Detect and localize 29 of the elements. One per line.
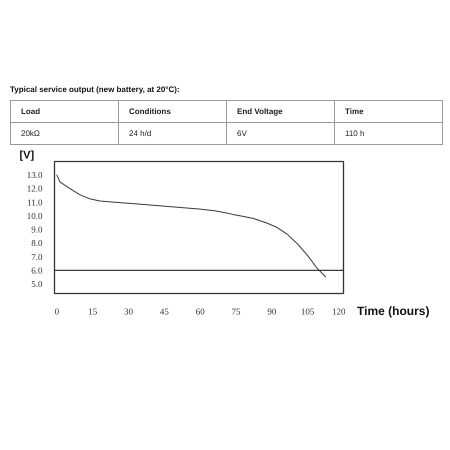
text: 20kΩ (10, 122, 118, 144)
x-tick-label: 15 (88, 306, 98, 316)
y-tick-label: 10.0 (26, 210, 43, 221)
text: Load (10, 100, 118, 122)
y-tick-label: 6.0 (31, 265, 43, 276)
text: Time (334, 100, 442, 122)
y-tick-label: 13.0 (26, 170, 43, 180)
text: End Voltage (226, 100, 334, 122)
y-tick-label: 5.0 (31, 278, 43, 289)
y-tick-label: 12.0 (26, 184, 43, 194)
y-axis-title: [V] (20, 150, 34, 162)
x-axis-title: Time (hours) (357, 304, 430, 318)
x-tick-label: 30 (124, 306, 134, 316)
y-tick-label: 9.0 (31, 224, 43, 235)
chart-title: Typical service output (new battery, at 20°C): (10, 84, 180, 96)
x-tick-label: 45 (160, 306, 170, 316)
y-tick-label: 8.0 (31, 238, 43, 248)
text: 6V (226, 122, 334, 144)
y-tick-label: 7.0 (31, 252, 43, 262)
x-tick-label: 120 (332, 306, 346, 316)
x-tick-label: 60 (196, 306, 206, 316)
text: 24 h/d (118, 122, 226, 144)
x-tick-label: 90 (267, 306, 277, 316)
x-tick-label: 105 (300, 306, 315, 316)
y-tick-label: 11.0 (27, 197, 43, 208)
x-tick-label: 0 (54, 306, 60, 316)
x-tick-label: 75 (232, 306, 242, 316)
text: 110 h (334, 122, 442, 144)
text: Conditions (118, 100, 226, 122)
